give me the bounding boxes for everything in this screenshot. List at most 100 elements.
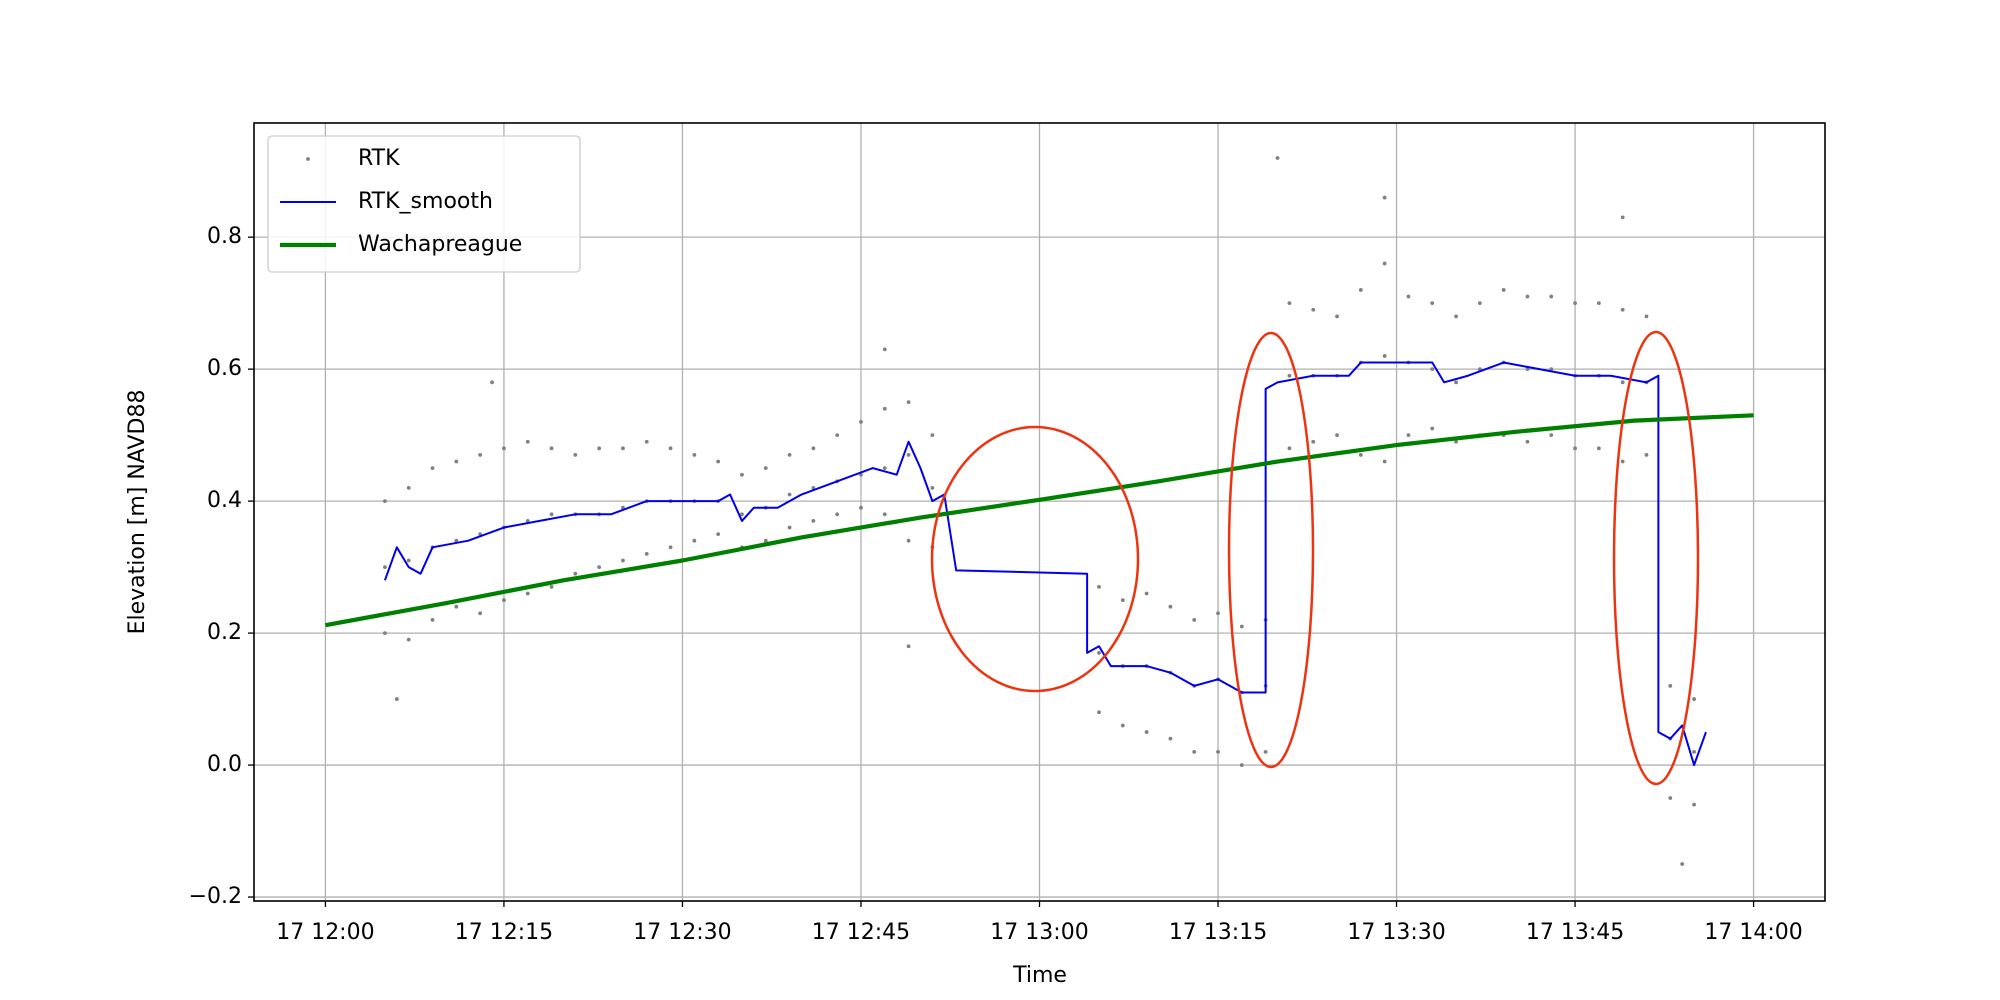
rtk-point — [882, 512, 887, 517]
rtk-point — [454, 538, 459, 543]
rtk-point — [1501, 288, 1506, 292]
rtk-point — [1406, 433, 1411, 438]
rtk-point — [1120, 598, 1125, 602]
rtk-point — [740, 512, 744, 517]
rtk-point — [1620, 380, 1625, 385]
rtk-point — [1668, 796, 1673, 800]
rtk-point — [906, 400, 911, 405]
rtk-point — [1097, 584, 1101, 589]
y-axis-label: Elevation [m] NAVD88 — [125, 390, 150, 635]
rtk-point — [525, 591, 530, 596]
rtk-point — [763, 466, 768, 471]
rtk-point — [1525, 367, 1530, 372]
rtk-point — [1620, 307, 1625, 312]
x-tick-label: 17 12:00 — [276, 920, 374, 945]
rtk-point — [1382, 261, 1387, 266]
rtk-point — [406, 558, 411, 563]
rtk-point — [1644, 314, 1649, 319]
rtk-point — [668, 545, 673, 550]
rtk-point — [1692, 802, 1696, 807]
rtk-point — [930, 486, 935, 490]
rtk-point — [406, 486, 411, 490]
rtk-point — [383, 565, 387, 570]
rtk-point — [1525, 294, 1530, 299]
rtk-point — [573, 453, 578, 457]
legend-box — [267, 135, 581, 273]
rtk-point — [430, 466, 435, 471]
y-tick-label: 0.8 — [207, 224, 242, 249]
rtk-point — [1382, 354, 1387, 358]
y-tick-label: 0.0 — [207, 752, 242, 777]
rtk-point — [811, 446, 816, 451]
x-tick-label: 17 12:30 — [633, 920, 731, 945]
rtk-point — [1311, 307, 1316, 312]
rtk-point — [573, 571, 578, 576]
rtk-point — [478, 611, 483, 616]
rtk-point — [882, 466, 887, 471]
rtk-point — [525, 439, 530, 444]
rtk-point — [1097, 650, 1101, 655]
highlight-ellipse — [930, 425, 1140, 693]
rtk-point — [454, 604, 459, 609]
rtk-point — [859, 420, 863, 424]
rtk-point — [1120, 723, 1125, 728]
legend-label: Wachapreague — [358, 232, 522, 257]
x-axis-label: Time — [1012, 963, 1067, 988]
rtk-point — [1144, 591, 1149, 596]
rtk-point — [502, 446, 506, 451]
rtk-point — [1168, 736, 1173, 741]
rtk-point — [383, 499, 387, 504]
plot-area: −0.2 0.0 0.2 0.4 0.6 0.8 17 12:00 17 12:15 17 12… — [189, 122, 1826, 945]
rtk-point — [1430, 426, 1435, 431]
y-tick-label: −0.2 — [189, 884, 242, 909]
rtk-point — [1335, 314, 1339, 319]
rtk-point — [1596, 301, 1601, 306]
y-tick-label: 0.6 — [207, 356, 242, 381]
rtk-point — [1287, 373, 1292, 378]
rtk-point — [1382, 195, 1387, 200]
rtk-point — [1382, 459, 1387, 464]
rtk-point — [1263, 749, 1268, 754]
rtk-point — [1311, 439, 1316, 444]
rtk-point — [1358, 453, 1363, 457]
rtk-point — [1549, 294, 1554, 299]
plot-frame — [253, 122, 1826, 902]
rtk-point — [1692, 697, 1696, 701]
x-tick-label: 17 14:00 — [1704, 920, 1802, 945]
rtk-point — [406, 637, 411, 642]
rtk-point — [1525, 439, 1530, 444]
legend-label: RTK — [358, 146, 400, 171]
rtk-point — [740, 472, 744, 477]
rtk-point — [1097, 710, 1101, 715]
rtk-point — [1287, 301, 1292, 306]
rtk-point — [1477, 301, 1482, 306]
legend-label: RTK_smooth — [358, 189, 493, 214]
rtk-point — [1549, 433, 1554, 438]
rtk-point — [1430, 301, 1435, 306]
rtk-point — [1192, 617, 1197, 622]
rtk-point — [1680, 862, 1685, 866]
rtk-point — [502, 598, 506, 602]
rtk-point — [1216, 749, 1220, 754]
rtk-point — [668, 446, 673, 451]
rtk-point — [763, 538, 768, 543]
x-tick-label: 17 12:15 — [455, 920, 553, 945]
x-tick-label: 17 13:00 — [990, 920, 1088, 945]
rtk-point — [621, 558, 625, 563]
rtk-point — [597, 565, 602, 570]
rtk-point — [787, 453, 792, 457]
rtk-point — [1596, 446, 1601, 451]
rtk-point — [787, 492, 792, 497]
series-line — [325, 413, 1754, 628]
rtk-point — [882, 406, 887, 411]
rtk-point — [644, 439, 649, 444]
rtk-point — [811, 519, 816, 523]
rtk-point — [882, 347, 887, 352]
rtk-point — [859, 505, 863, 510]
rtk-point — [1358, 288, 1363, 292]
legend-marker — [306, 157, 310, 161]
rtk-point — [1692, 749, 1696, 754]
x-tick-label: 17 12:45 — [812, 920, 910, 945]
rtk-point — [1239, 763, 1244, 767]
